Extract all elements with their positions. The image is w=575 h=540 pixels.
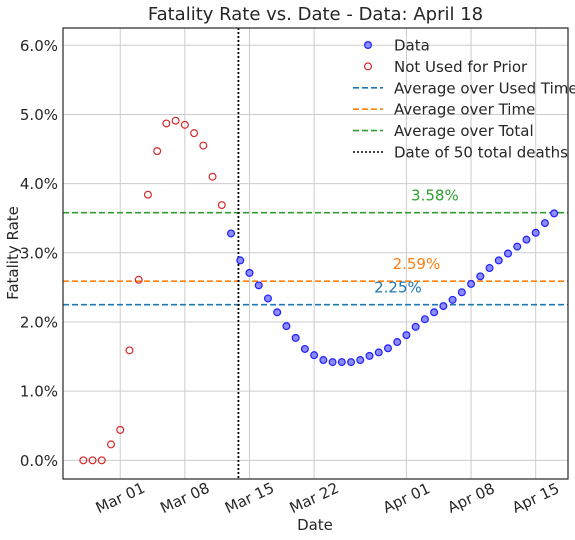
legend-label-avg_total: Average over Total	[394, 122, 534, 140]
data-point	[310, 351, 319, 360]
prior-point	[97, 456, 106, 465]
data-point	[420, 315, 429, 324]
data-point	[263, 294, 272, 303]
legend: Data Not Used for Prior Average over Used …	[353, 37, 575, 162]
prior-point	[116, 425, 125, 434]
prior-point	[180, 120, 189, 129]
data-point	[531, 228, 540, 237]
legend-marker-data	[364, 40, 373, 49]
data-point	[522, 235, 531, 244]
legend-label-data: Data	[394, 37, 430, 55]
data-point	[411, 322, 420, 331]
data-point	[282, 322, 291, 331]
prior-point	[199, 141, 208, 150]
prior-point	[107, 440, 116, 449]
prior-point	[134, 275, 143, 284]
prior-point	[125, 346, 134, 355]
data-point	[485, 264, 494, 273]
prior-point	[208, 172, 217, 181]
data-point	[374, 348, 383, 357]
data-point	[393, 338, 402, 347]
y-tick-label: 6.0%	[20, 37, 58, 55]
grid	[63, 28, 568, 479]
y-tick-label: 2.0%	[20, 313, 58, 331]
data-point	[503, 249, 512, 258]
data-point	[227, 229, 236, 238]
legend-label-prior: Not Used for Prior	[394, 58, 528, 76]
prior-point	[171, 116, 180, 125]
prior-point	[217, 201, 226, 210]
prior-point	[162, 119, 171, 128]
data-point	[439, 302, 448, 311]
prior-point	[153, 147, 162, 156]
data-point	[513, 242, 522, 251]
data-point	[494, 256, 503, 265]
data-point	[254, 281, 263, 290]
y-axis-ticks: 0.0% 1.0% 2.0% 3.0% 4.0% 5.0% 6.0%	[20, 37, 58, 470]
y-tick-label: 0.0%	[20, 452, 58, 470]
data-point	[540, 219, 549, 228]
average-label-avg_used: 2.25%	[374, 279, 422, 297]
y-tick-label: 4.0%	[20, 175, 58, 193]
data-point	[236, 256, 245, 265]
legend-label-deaths50: Date of 50 total deaths	[394, 144, 568, 162]
data-point	[300, 344, 309, 353]
plot-frame	[62, 27, 569, 480]
data-point	[448, 295, 457, 304]
data-points	[79, 116, 559, 465]
y-tick-label: 5.0%	[20, 106, 58, 124]
data-point	[430, 308, 439, 317]
data-point	[550, 209, 559, 218]
y-tick-label: 1.0%	[20, 383, 58, 401]
data-point	[467, 279, 476, 288]
legend-label-avg_time: Average over Time	[394, 101, 535, 119]
data-point	[457, 288, 466, 297]
data-point	[291, 333, 300, 342]
data-point	[383, 344, 392, 353]
data-point	[245, 268, 254, 277]
data-point	[402, 331, 411, 340]
data-point	[476, 272, 485, 281]
prior-point	[190, 129, 199, 138]
legend-marker-prior	[364, 62, 373, 71]
y-tick-label: 3.0%	[20, 244, 58, 262]
prior-point	[79, 456, 88, 465]
average-label-avg_total: 3.58%	[411, 187, 459, 205]
average-label-avg_time: 2.59%	[393, 255, 441, 273]
chart-title: Fatality Rate vs. Date - Data: April 18	[148, 4, 483, 25]
data-point	[273, 308, 282, 317]
legend-label-avg_used: Average over Used Time	[394, 79, 575, 97]
data-point	[319, 356, 328, 365]
data-point	[337, 358, 346, 367]
data-point	[328, 358, 337, 367]
y-axis-label: Fatality Rate	[4, 206, 22, 300]
prior-point	[88, 456, 97, 465]
average-labels: 2.25% 2.59% 3.58%	[374, 187, 459, 297]
average-lines	[63, 211, 568, 306]
data-point	[356, 356, 365, 365]
x-axis-label: Date	[297, 516, 333, 534]
prior-point	[143, 190, 152, 199]
data-point	[347, 358, 356, 367]
data-point	[365, 351, 374, 360]
